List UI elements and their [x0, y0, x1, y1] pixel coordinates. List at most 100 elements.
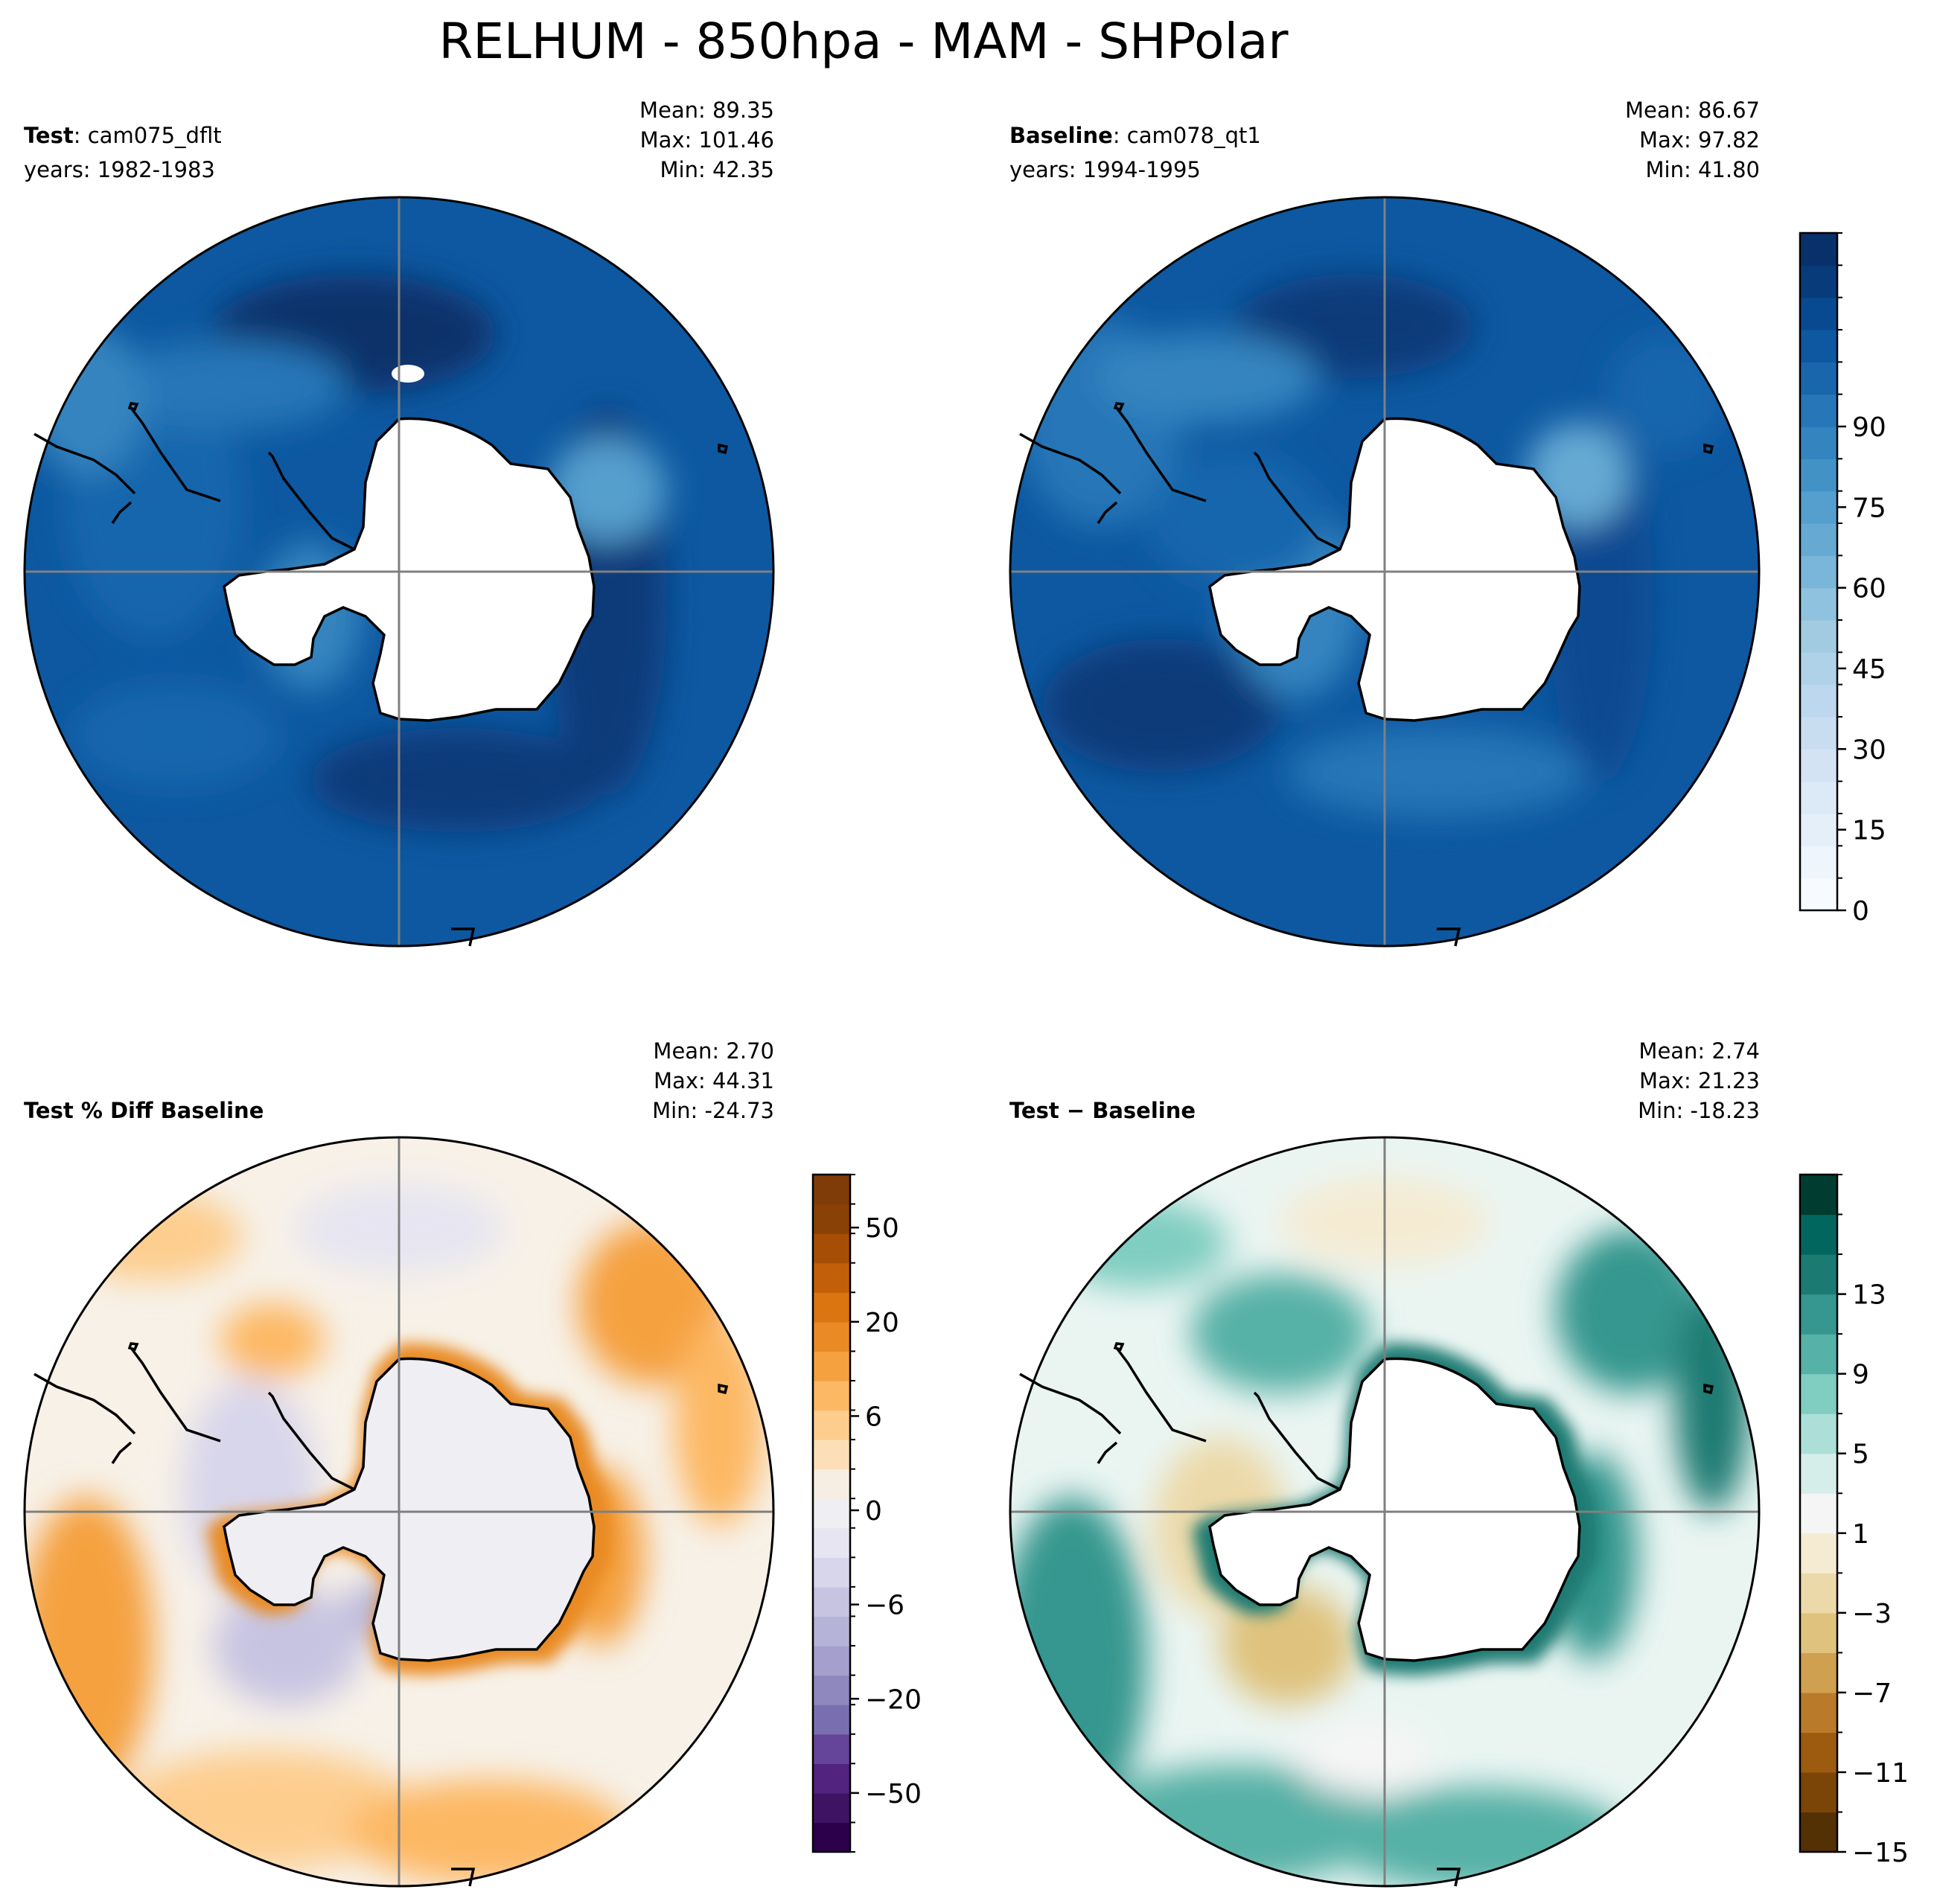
cb-diff-segment [1800, 1812, 1837, 1853]
cb-pctdiff-tick-label: −6 [865, 1591, 904, 1621]
cb-pctdiff-segment [813, 1351, 850, 1381]
cb-diff-segment [1800, 1254, 1837, 1295]
cb-diff-segment [1800, 1692, 1837, 1734]
panel-baseline-min: Min: 41.80 [1646, 157, 1760, 182]
panel-pctdiff: Test % Diff Baseline Mean: 2.70 Max: 44.… [23, 1038, 775, 1888]
cb-pctdiff-segment [813, 1616, 850, 1646]
cb-pctdiff-segment [813, 1204, 850, 1234]
cb-relhum-segment [1800, 717, 1837, 750]
cb-pctdiff-tick-label: 6 [865, 1402, 882, 1432]
panel-baseline-label-rest: : cam078_qt1 [1113, 123, 1261, 148]
cb-diff-tick-label: −15 [1852, 1838, 1909, 1868]
cb-diff-tick-label: 1 [1852, 1519, 1869, 1550]
cb-pctdiff-segment [813, 1175, 850, 1205]
cb-relhum-segment [1800, 297, 1837, 330]
colorbar-relhum: 0 15 30 45 60 75 90 [1799, 231, 1886, 927]
panel-pctdiff-max: Max: 44.31 [654, 1068, 774, 1093]
cb-diff-segment [1800, 1453, 1837, 1494]
cb-pctdiff-segment [813, 1262, 850, 1293]
cb-diff-segment [1800, 1772, 1837, 1813]
cb-relhum-tick-label: 30 [1852, 735, 1886, 765]
cb-pctdiff-segment [813, 1440, 850, 1470]
cb-diff-tick-label: 13 [1852, 1280, 1886, 1311]
cb-pctdiff-segment [813, 1498, 850, 1529]
cb-pctdiff-border [811, 1173, 852, 1853]
cb-pctdiff-segment [813, 1292, 850, 1323]
panel-diff-min: Min: -18.23 [1638, 1098, 1760, 1123]
cb-relhum-segment [1800, 394, 1837, 427]
cb-diff-segment [1800, 1612, 1837, 1653]
cb-pctdiff-segment [813, 1763, 850, 1794]
panel-diff-map [1010, 1137, 1759, 1886]
cb-pctdiff-segment [813, 1527, 850, 1558]
cb-relhum-tick-label: 0 [1852, 896, 1869, 927]
cb-pctdiff-segment [813, 1822, 850, 1853]
cb-relhum-segment [1800, 491, 1837, 524]
cb-diff-segment [1800, 1373, 1837, 1414]
panel-test-label-bold: Test [24, 123, 74, 148]
cb-pctdiff-segment [813, 1646, 850, 1676]
cb-diff-segment [1800, 1175, 1837, 1215]
cb-diff-segment [1800, 1652, 1837, 1693]
cb-pctdiff-segment [813, 1705, 850, 1735]
cb-relhum-segment [1800, 459, 1837, 492]
panel-test-map-border [23, 196, 775, 948]
panel-test-label: Test: cam075_dflt [24, 123, 222, 148]
cb-relhum-segment [1800, 265, 1837, 298]
cb-diff-tick-label: −11 [1852, 1758, 1909, 1789]
cb-diff-segment [1800, 1294, 1837, 1335]
panel-baseline-map-border [1009, 196, 1761, 948]
figure-title: RELHUM - 850hpa - MAM - SHPolar [439, 13, 1289, 70]
panel-test-min: Min: 42.35 [660, 157, 774, 182]
cb-relhum-segment [1800, 620, 1837, 653]
cb-relhum-segment [1800, 555, 1837, 589]
cb-diff-tick-label: −7 [1852, 1678, 1892, 1709]
cb-relhum-segment [1800, 587, 1837, 621]
panel-test: Test: cam075_dflt years: 1982-1983 Mean:… [23, 98, 775, 948]
cb-diff-border [1799, 1173, 1839, 1853]
cb-relhum-segment [1800, 749, 1837, 782]
panel-test-label-rest: : cam075_dflt [74, 123, 222, 148]
panel-baseline-years: years: 1994-1995 [1009, 157, 1201, 182]
panel-baseline-label: Baseline: cam078_qt1 [1009, 123, 1261, 148]
cb-relhum-segment [1800, 878, 1837, 911]
colorbar-diff: −15 −11 −7 −3 1 5 9 13 [1799, 1173, 1909, 1868]
panel-pctdiff-mean: Mean: 2.70 [653, 1038, 774, 1064]
cb-diff-tick-label: 5 [1852, 1440, 1869, 1470]
panel-test-years: years: 1982-1983 [24, 157, 215, 182]
panel-diff: Test − Baseline Mean: 2.74 Max: 21.23 Mi… [1009, 1038, 1761, 1888]
cb-relhum-tick-label: 90 [1852, 412, 1886, 443]
cb-diff-segment [1800, 1334, 1837, 1375]
cb-relhum-segment [1800, 652, 1837, 686]
cb-diff-segment [1800, 1732, 1837, 1773]
panel-diff-map-border [1009, 1136, 1761, 1888]
cb-relhum-segment [1800, 427, 1837, 459]
cb-pctdiff-segment [813, 1469, 850, 1499]
cb-diff-segment [1800, 1573, 1837, 1614]
panel-pctdiff-min: Min: -24.73 [652, 1098, 774, 1123]
panel-baseline-mean: Mean: 86.67 [1625, 98, 1760, 123]
cb-pctdiff-tick-label: 50 [865, 1213, 899, 1244]
panel-baseline: Baseline: cam078_qt1 years: 1994-1995 Me… [1009, 98, 1761, 948]
panel-diff-label: Test − Baseline [1009, 1098, 1196, 1123]
cb-diff-segment [1800, 1214, 1837, 1255]
cb-pctdiff-segment [813, 1734, 850, 1764]
cb-relhum-border [1799, 231, 1839, 912]
cb-relhum-segment [1800, 233, 1837, 266]
panel-baseline-label-bold: Baseline [1009, 123, 1113, 148]
cb-relhum-tick-label: 75 [1852, 493, 1886, 523]
cb-relhum-segment [1800, 781, 1837, 814]
colorbar-pctdiff: −50 −20 −6 0 6 20 50 [811, 1173, 922, 1853]
panel-test-mean: Mean: 89.35 [639, 98, 774, 123]
cb-relhum-segment [1800, 523, 1837, 556]
cb-diff-segment [1800, 1413, 1837, 1454]
panel-pctdiff-map-border [23, 1136, 775, 1888]
cb-pctdiff-segment [813, 1321, 850, 1352]
cb-diff-segment [1800, 1493, 1837, 1534]
panel-baseline-max: Max: 97.82 [1639, 127, 1760, 153]
cb-relhum-segment [1800, 362, 1837, 395]
panel-test-max: Max: 101.46 [640, 127, 774, 153]
panel-pctdiff-label: Test % Diff Baseline [24, 1098, 264, 1123]
cb-pctdiff-tick-label: 0 [865, 1496, 882, 1527]
